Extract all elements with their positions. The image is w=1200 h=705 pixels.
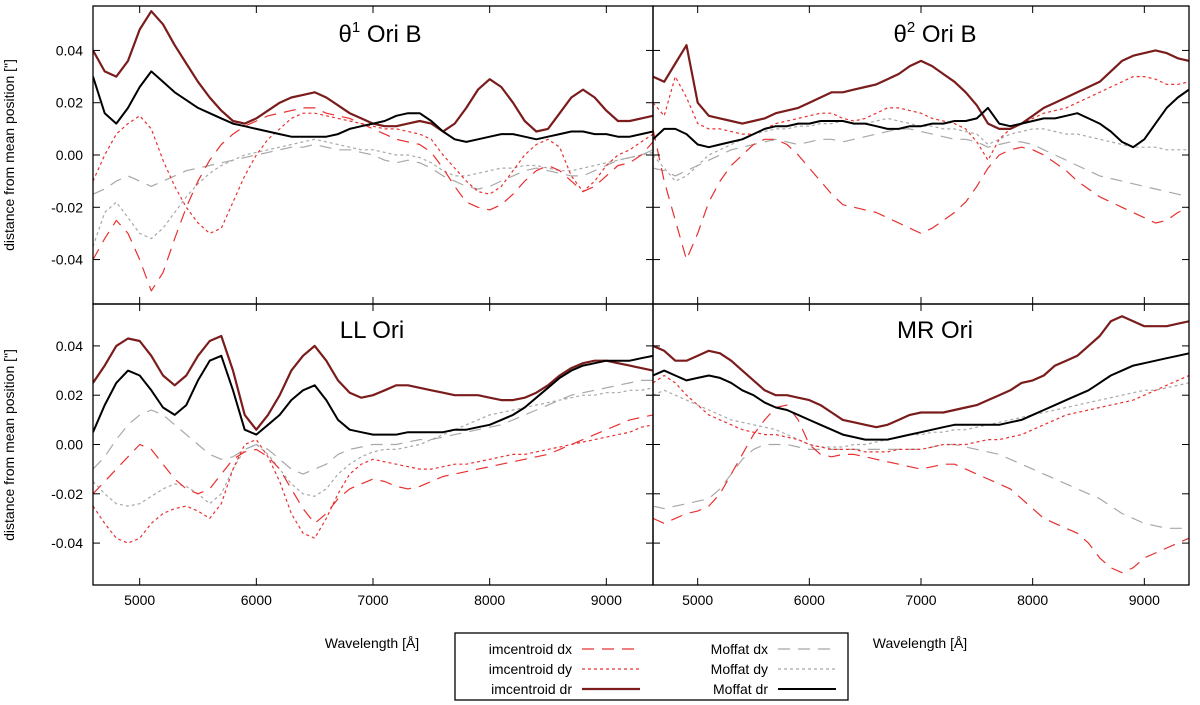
- x-axis-label-right: Wavelength [Å]: [873, 635, 967, 651]
- series-moffat-dy: [93, 138, 653, 247]
- series-moffat-dr: [93, 70, 653, 143]
- series-imcentroid-dx: [653, 128, 1189, 261]
- panel-2: 5000 6000 7000 8000 9000 -0.04 -0.02 0.00 0.02 0.…: [51, 303, 654, 608]
- y-tick-label: -0.04: [51, 535, 83, 551]
- series-moffat-dy: [653, 382, 1189, 448]
- series-moffat-dx: [93, 379, 653, 475]
- series-moffat-dy: [93, 387, 653, 507]
- x-tick-label: 9000: [1129, 592, 1160, 608]
- y-axis-label-top: distance from mean position ["]: [1, 59, 17, 251]
- x-tick-label: 5000: [682, 592, 713, 608]
- series-imcentroid-dx: [93, 414, 653, 524]
- y-tick-label: -0.04: [51, 252, 83, 268]
- x-tick-label: 6000: [794, 592, 825, 608]
- legend-label: imcentroid dy: [489, 661, 572, 677]
- y-tick-label: 0.02: [56, 95, 83, 111]
- series-imcentroid-dy: [93, 424, 653, 544]
- series-group: [653, 44, 1189, 261]
- panel-0: -0.04 -0.02 0.00 0.02 0.04 θ1 Ori B: [51, 5, 654, 305]
- series-imcentroid-dr: [653, 315, 1189, 429]
- series-imcentroid-dr: [653, 44, 1189, 130]
- series-imcentroid-dy: [93, 112, 653, 234]
- series-group: [93, 10, 653, 292]
- y-tick-label: 0.00: [56, 437, 83, 453]
- x-tick-label: 8000: [474, 592, 505, 608]
- x-tick-label: 7000: [357, 592, 388, 608]
- panel-title: MR Ori: [897, 317, 973, 344]
- legend-label: Moffat dr: [713, 681, 768, 697]
- series-moffat-dx: [653, 443, 1189, 529]
- y-tick-label: 0.04: [56, 338, 83, 354]
- series-imcentroid-dr: [93, 334, 653, 431]
- series-moffat-dx: [653, 128, 1189, 198]
- series-imcentroid-dx: [93, 107, 653, 292]
- y-tick-label: 0.04: [56, 42, 83, 58]
- series-moffat-dr: [653, 352, 1189, 441]
- panel-title: θ1 Ori B: [338, 19, 421, 48]
- x-tick-label: 9000: [591, 592, 622, 608]
- series-moffat-dx: [93, 143, 653, 195]
- series-imcentroid-dx: [653, 404, 1189, 574]
- panel-3: 5000 6000 7000 8000 9000 MR Ori: [652, 303, 1190, 608]
- panels: -0.04 -0.02 0.00 0.02 0.04 θ1 Ori B θ2 Ori B 50…: [51, 5, 1190, 608]
- x-axis-label-left: Wavelength [Å]: [325, 635, 419, 651]
- y-axis-label-bottom: distance from mean position ["]: [1, 349, 17, 541]
- legend: imcentroid dx imcentroid dy imcentroid dr M…: [454, 632, 849, 701]
- legend-label: Moffat dx: [711, 641, 768, 657]
- panel-1: θ2 Ori B: [652, 5, 1190, 305]
- series-imcentroid-dy: [653, 374, 1189, 453]
- x-tick-label: 6000: [241, 592, 272, 608]
- legend-label: imcentroid dx: [489, 641, 572, 657]
- x-tick-label: 5000: [124, 592, 155, 608]
- panel-title: LL Ori: [340, 317, 404, 344]
- y-tick-label: 0.00: [56, 147, 83, 163]
- x-tick-label: 8000: [1017, 592, 1048, 608]
- series-moffat-dr: [93, 354, 653, 436]
- x-tick-label: 7000: [905, 592, 936, 608]
- series-group: [653, 315, 1189, 574]
- series-imcentroid-dy: [653, 76, 1189, 161]
- legend-label: Moffat dy: [711, 661, 768, 677]
- y-tick-label: 0.02: [56, 387, 83, 403]
- plot-frame: [652, 303, 1190, 586]
- series-group: [93, 334, 653, 544]
- legend-label: imcentroid dr: [491, 681, 572, 697]
- series-moffat-dr: [653, 88, 1189, 149]
- plot-frame: [652, 5, 1190, 305]
- panel-title: θ2 Ori B: [893, 19, 976, 48]
- y-tick-label: -0.02: [51, 199, 83, 215]
- y-tick-label: -0.02: [51, 486, 83, 502]
